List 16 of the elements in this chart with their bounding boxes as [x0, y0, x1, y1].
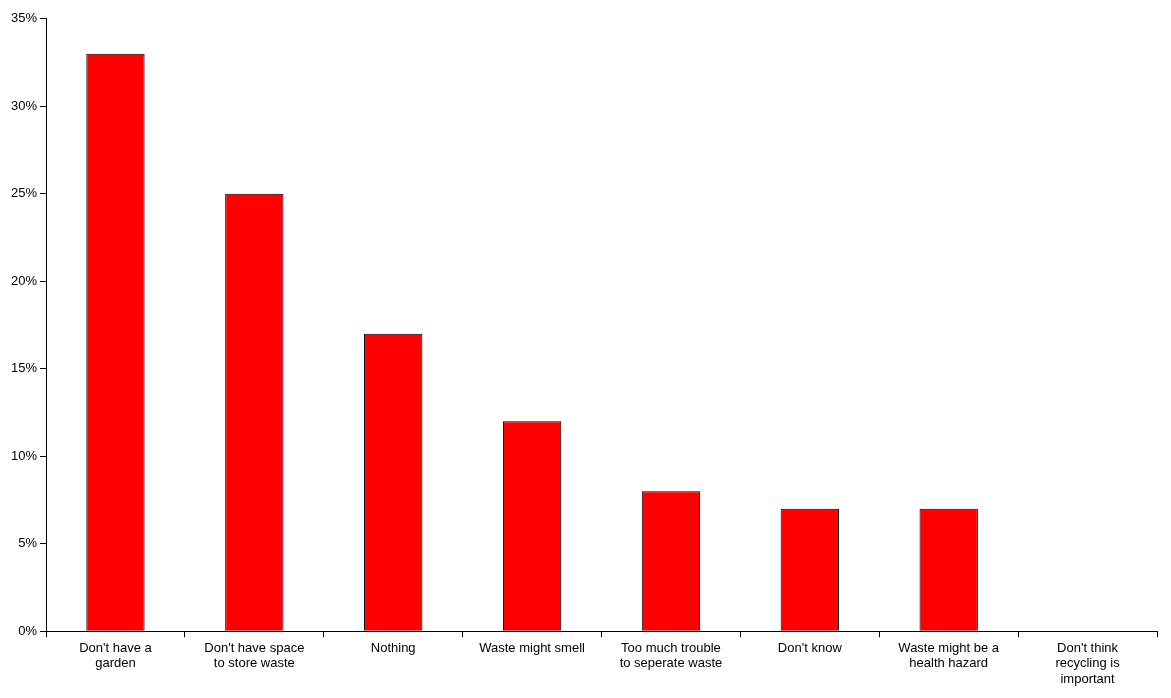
y-tick-label: 20%: [10, 272, 38, 288]
y-tick-label: 15%: [10, 360, 38, 376]
y-tick-label: 25%: [10, 185, 38, 201]
y-tick-label: 5%: [18, 535, 38, 551]
x-tick-label: Don't think recycling is important: [1055, 639, 1121, 686]
y-tick-label: 10%: [10, 447, 38, 463]
x-tick-label: Don't have space to store waste: [204, 639, 305, 671]
y-tick-label: 0%: [18, 622, 38, 638]
x-tick-label: Too much trouble to seperate waste: [619, 639, 723, 671]
y-tick-label: 35%: [10, 10, 38, 26]
x-tick-label: Waste might be a health hazard: [898, 639, 1000, 671]
x-tick-label: Don't know: [777, 639, 843, 655]
x-tick-label: Nothing: [370, 639, 416, 655]
x-tick-label: Waste might smell: [479, 639, 586, 655]
y-tick-label: 30%: [10, 97, 38, 113]
x-tick-label: Don't have a garden: [79, 639, 153, 671]
